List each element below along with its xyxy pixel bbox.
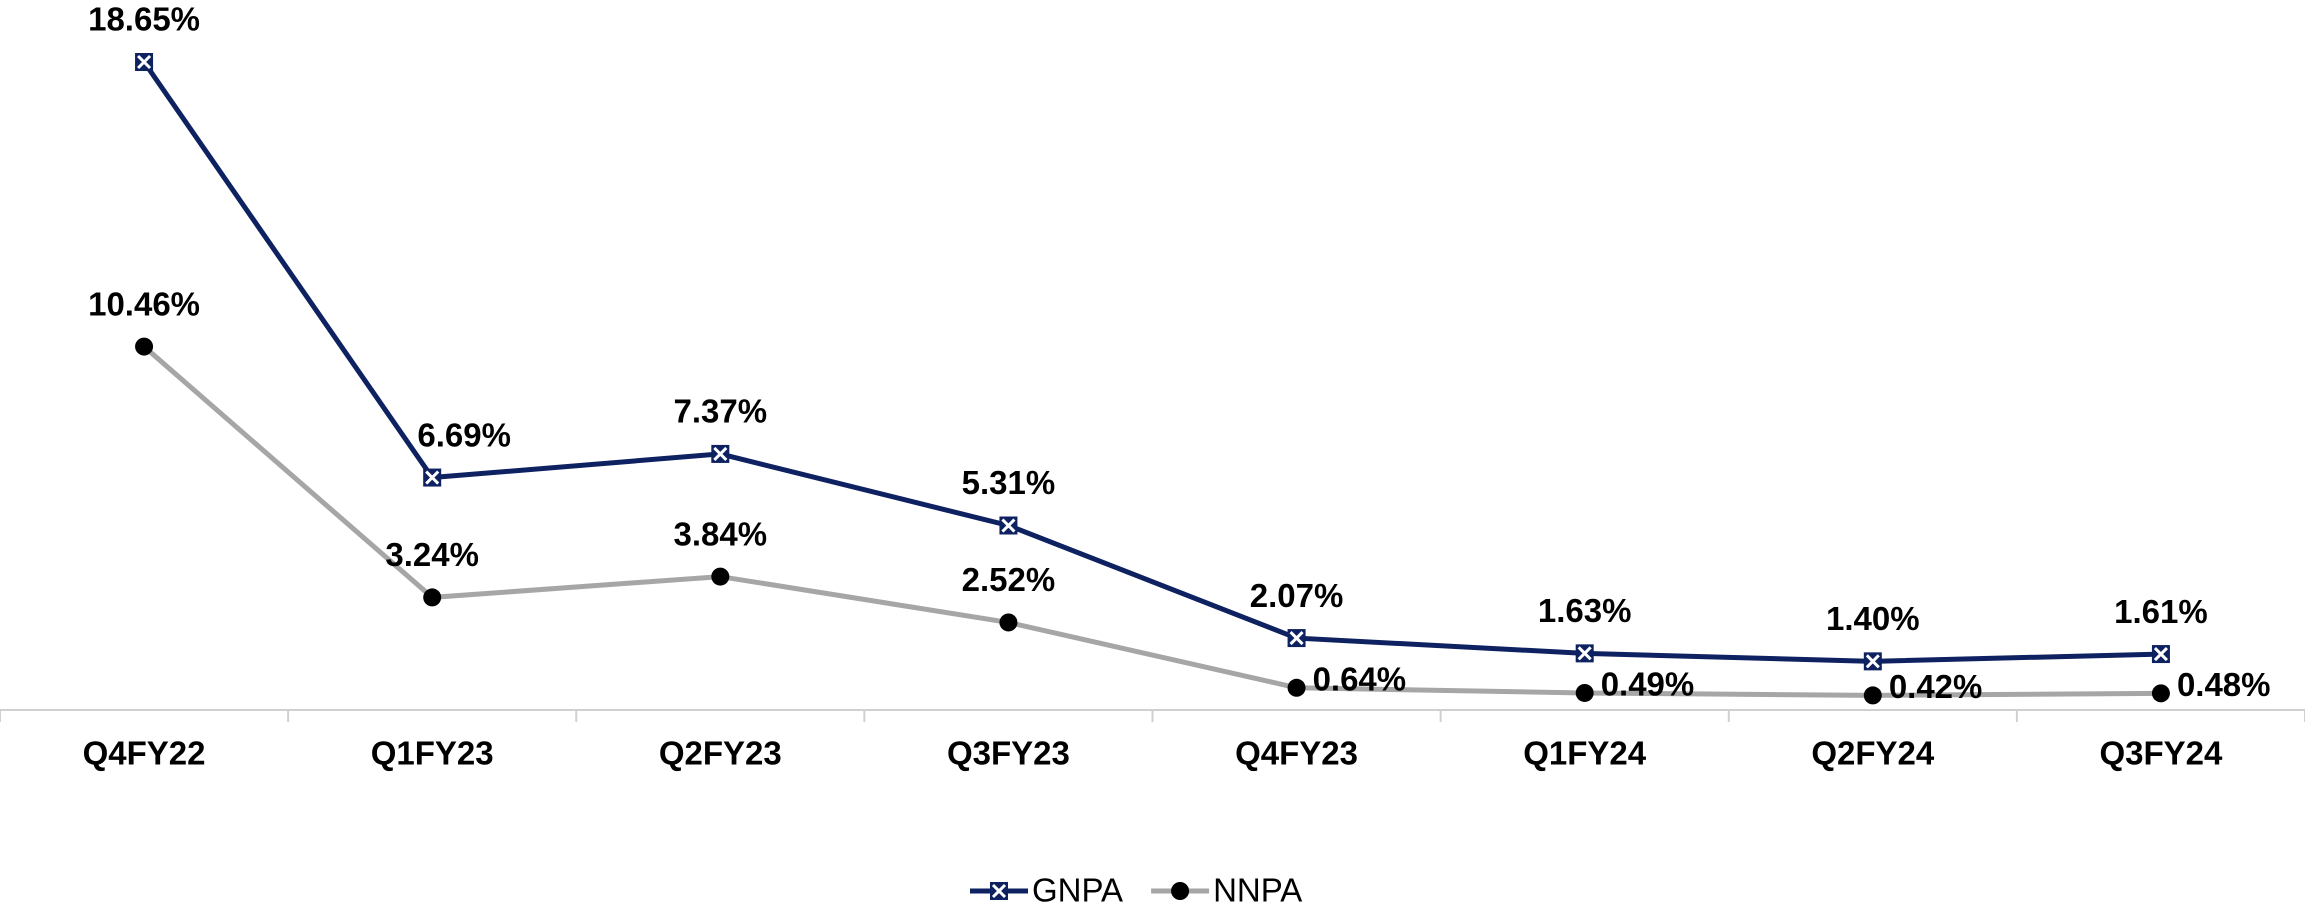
marker-cross: [713, 446, 728, 461]
data-label: 5.31%: [962, 464, 1056, 501]
data-label: 6.69%: [417, 416, 511, 453]
legend-label: NNPA: [1213, 872, 1302, 909]
data-label: 0.64%: [1313, 660, 1407, 697]
x-tick-label: Q3FY24: [2099, 735, 2223, 772]
data-label: 7.37%: [674, 393, 768, 430]
data-label: 0.49%: [1601, 666, 1695, 703]
point: [999, 613, 1018, 632]
data-label: 0.48%: [2177, 666, 2271, 703]
series-line: [142, 60, 2162, 664]
data-label: 1.40%: [1826, 600, 1920, 637]
x-tick-label: Q3FY23: [947, 735, 1070, 772]
marker-cross: [1289, 631, 1304, 646]
x-tick-label: Q1FY24: [1523, 735, 1647, 772]
data-label: 0.42%: [1889, 668, 1983, 705]
marker-cross: [1001, 518, 1016, 533]
point: [423, 588, 442, 607]
data-label: 3.24%: [385, 536, 479, 573]
x-tick-label: Q4FY23: [1235, 735, 1358, 772]
data-label: 1.61%: [2114, 593, 2208, 630]
series-line: [142, 344, 2161, 698]
data-label: 3.84%: [674, 515, 768, 552]
point: [135, 337, 154, 356]
point: [2151, 684, 2170, 703]
point: [711, 567, 730, 586]
marker-cross: [137, 54, 152, 70]
point: [990, 882, 1008, 900]
point: [1287, 629, 1306, 648]
marker-cross: [1577, 646, 1592, 661]
point: [999, 516, 1018, 535]
point: [1863, 652, 1882, 671]
marker-cross: [2153, 646, 2169, 662]
data-label: 1.63%: [1538, 592, 1632, 629]
point: [1575, 683, 1594, 702]
point: [1575, 644, 1594, 663]
x-tick-label: Q1FY23: [371, 735, 494, 772]
x-tick-label: Q2FY23: [659, 735, 782, 772]
marker-cross: [1865, 654, 1880, 669]
point: [135, 53, 154, 71]
marker-cross: [991, 883, 1007, 899]
x-tick-label: Q4FY22: [83, 735, 206, 772]
point: [1863, 686, 1882, 705]
point: [2151, 645, 2170, 664]
point: [1287, 678, 1306, 697]
data-label: 10.46%: [88, 285, 200, 322]
data-label: 2.07%: [1250, 577, 1344, 614]
point: [423, 468, 442, 487]
x-tick-label: Q2FY24: [1811, 735, 1935, 772]
legend-label: GNPA: [1032, 872, 1123, 909]
marker-cross: [425, 470, 440, 485]
point: [711, 444, 730, 463]
data-label: 18.65%: [88, 1, 200, 38]
point: [1171, 882, 1190, 900]
data-label: 2.52%: [962, 561, 1056, 598]
